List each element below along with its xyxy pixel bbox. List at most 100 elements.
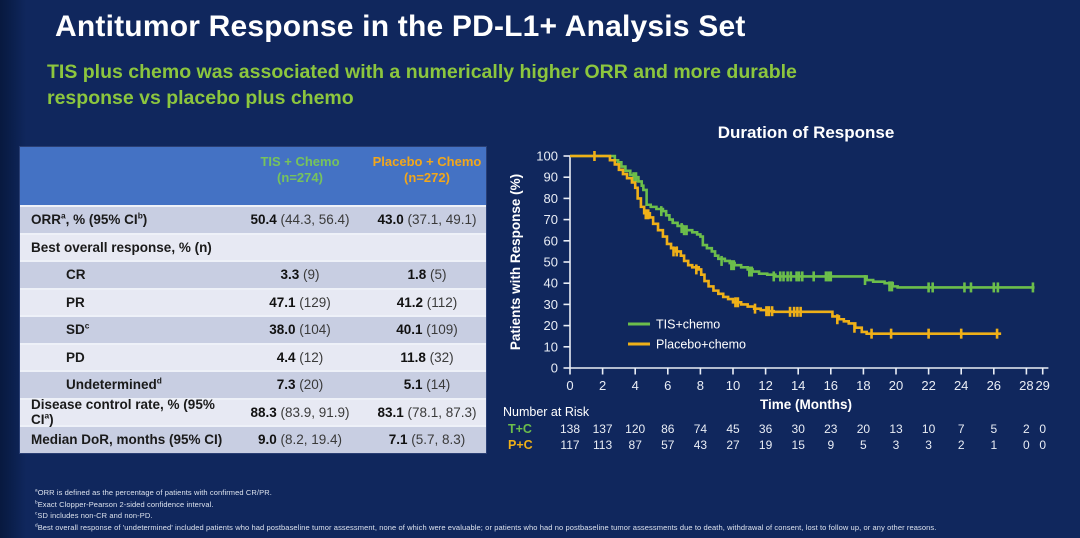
risk-value: 45: [726, 422, 740, 436]
col-header-tis-n: (n=274): [277, 170, 323, 186]
risk-value: 57: [661, 438, 675, 452]
x-tick-label: 6: [664, 378, 671, 393]
x-axis-label: Time (Months): [760, 397, 852, 412]
x-tick-label: 29: [1035, 378, 1049, 393]
risk-value: 43: [694, 438, 708, 452]
legend-tis-label: TIS+chemo: [656, 318, 720, 332]
risk-value: 30: [792, 422, 806, 436]
km-curve-placebo: [570, 154, 1002, 335]
row-label: PR: [66, 294, 85, 310]
risk-value: 117: [560, 438, 579, 452]
tis-value: 50.4 (44.3, 56.4): [250, 212, 350, 228]
placebo-value: 5.1 (14): [403, 377, 451, 393]
risk-value: 2: [958, 438, 965, 452]
col-header-placebo-label: Placebo + Chemo: [372, 154, 482, 169]
footnote: dBest overall response of 'undetermined'…: [35, 522, 937, 532]
risk-value: 36: [759, 422, 773, 436]
table-row: Median DoR, months (95% CI) 9.0 (8.2, 19.…: [20, 425, 486, 453]
row-label: ORRa, % (95% CIb): [31, 210, 148, 228]
risk-value: 3: [893, 438, 900, 452]
tis-value: 9.0 (8.2, 19.4): [257, 432, 343, 448]
placebo-value: 41.2 (112): [396, 294, 458, 310]
row-label: PD: [66, 349, 85, 365]
risk-value: 15: [792, 438, 806, 452]
risk-value: 13: [889, 422, 903, 436]
row-label: Undeterminedd: [66, 375, 162, 393]
placebo-value: 43.0 (37.1, 49.1): [377, 212, 477, 228]
placebo-value: 40.1 (109): [396, 322, 458, 338]
table-row: ORRa, % (95% CIb) 50.4 (44.3, 56.4) 43.0 (…: [20, 205, 486, 233]
risk-value: 27: [726, 438, 740, 452]
footnote: bExact Clopper-Pearson 2-sided confidenc…: [35, 499, 214, 509]
x-tick-label: 28: [1019, 378, 1033, 393]
table-row: PR 47.1 (129) 41.2 (112): [20, 287, 486, 315]
row-label: Median DoR, months (95% CI): [31, 432, 223, 448]
placebo-value: 83.1 (78.1, 87.3): [377, 404, 477, 420]
risk-value: 10: [922, 422, 936, 436]
table-row: Best overall response, % (n): [20, 232, 486, 260]
x-tick-label: 8: [697, 378, 704, 393]
risk-value: 1: [990, 438, 997, 452]
placebo-value: 7.1 (5.7, 8.3): [388, 432, 466, 448]
risk-row-name: T+C: [508, 422, 532, 436]
y-tick-label: 70: [544, 212, 558, 227]
risk-value: 20: [857, 422, 871, 436]
col-header-tis-chemo: TIS + Chemo (n=274): [232, 147, 368, 187]
km-curve-tis: [570, 154, 1035, 289]
risk-value: 5: [860, 438, 867, 452]
y-tick-label: 90: [544, 170, 558, 185]
risk-value: 0: [1039, 422, 1046, 436]
y-tick-label: 40: [544, 276, 558, 291]
response-table: TIS + Chemo (n=274) Placebo + Chemo (n=2…: [20, 147, 486, 453]
duration-of-response-chart: Duration of Response Patients with Respon…: [503, 123, 1050, 452]
tis-value: 3.3 (9): [280, 267, 320, 283]
risk-value: 19: [759, 438, 773, 452]
placebo-value: 11.8 (32): [400, 349, 454, 365]
x-tick-label: 20: [889, 378, 903, 393]
footnotes: aORR is defined as the percentage of pat…: [35, 487, 936, 534]
legend-placebo-label: Placebo+chemo: [656, 338, 746, 352]
footnote: cSD includes non-CR and non-PD.: [35, 510, 153, 521]
x-tick-label: 14: [791, 378, 805, 393]
slide-subtitle: TIS plus chemo was associated with a num…: [47, 61, 797, 110]
table-row: SDc 38.0 (104) 40.1 (109): [20, 315, 486, 343]
risk-value: 3: [925, 438, 932, 452]
tis-value: 4.4 (12): [276, 349, 324, 365]
risk-value: 113: [593, 438, 612, 452]
footnote: aORR is defined as the percentage of pat…: [35, 487, 272, 497]
risk-row-name: P+C: [508, 438, 533, 452]
risk-value: 0: [1039, 438, 1046, 452]
risk-value: 23: [824, 422, 838, 436]
table-body: ORRa, % (95% CIb) 50.4 (44.3, 56.4) 43.0 (…: [20, 205, 486, 453]
risk-value: 87: [629, 438, 643, 452]
placebo-value: 1.8 (5): [407, 267, 447, 283]
table-row: Undeterminedd 7.3 (20) 5.1 (14): [20, 370, 486, 398]
table-header: TIS + Chemo (n=274) Placebo + Chemo (n=2…: [20, 147, 486, 205]
y-tick-label: 80: [544, 191, 558, 206]
col-header-tis-label: TIS + Chemo: [260, 154, 340, 169]
tis-value: 47.1 (129): [269, 294, 331, 310]
x-tick-label: 24: [954, 378, 968, 393]
risk-value: 137: [593, 422, 613, 436]
number-at-risk-title: Number at Risk: [503, 405, 590, 419]
x-tick-label: 2: [599, 378, 606, 393]
x-tick-label: 26: [987, 378, 1001, 393]
tis-value: 88.3 (83.9, 91.9): [250, 404, 350, 420]
risk-value: 5: [990, 422, 997, 436]
col-header-placebo-n: (n=272): [404, 170, 450, 186]
x-tick-label: 12: [758, 378, 772, 393]
risk-value: 9: [827, 438, 834, 452]
risk-value: 7: [958, 422, 965, 436]
table-row: CR 3.3 (9) 1.8 (5): [20, 260, 486, 288]
risk-value: 120: [625, 422, 645, 436]
x-tick-label: 4: [632, 378, 639, 393]
x-tick-label: 18: [856, 378, 870, 393]
risk-value: 2: [1023, 422, 1030, 436]
risk-value: 138: [560, 422, 580, 436]
y-tick-label: 20: [544, 318, 558, 333]
x-tick-label: 16: [824, 378, 838, 393]
y-tick-label: 30: [544, 297, 558, 312]
page-title: Antitumor Response in the PD-L1+ Analysi…: [55, 10, 746, 43]
table-row: Disease control rate, % (95% CIa) 88.3 (8…: [20, 397, 486, 427]
